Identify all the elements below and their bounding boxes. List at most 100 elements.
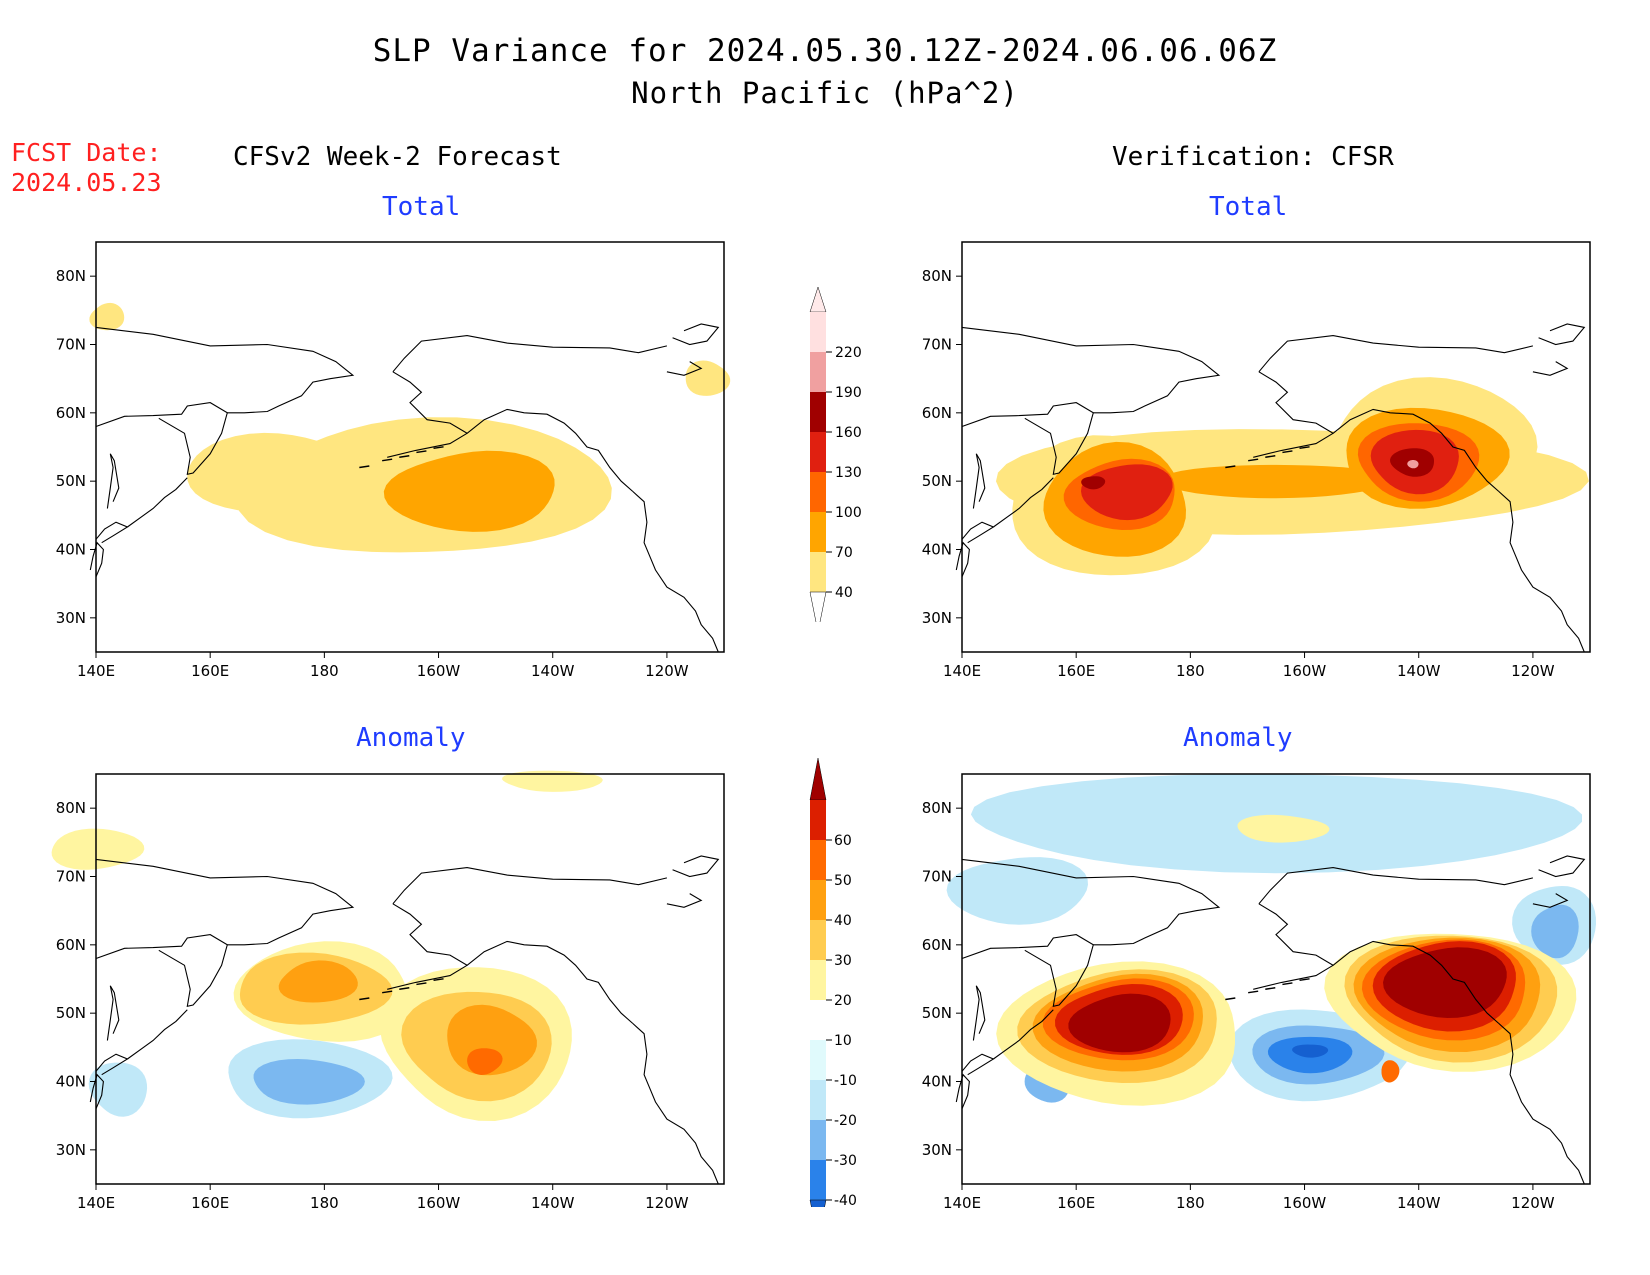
contour-neg-40 bbox=[1292, 1044, 1329, 1058]
coastline bbox=[1332, 940, 1500, 1024]
coastline bbox=[1532, 893, 1569, 908]
lon-tick-label: 160E bbox=[1057, 662, 1095, 680]
coastline bbox=[1253, 371, 1335, 458]
coastline bbox=[961, 521, 995, 544]
colorbar-swatch bbox=[810, 840, 826, 880]
bl-panel-label: Anomaly bbox=[356, 723, 466, 753]
map-svg: 80N 70N 60N 50N 40N 30N 140E 160E 180 160W 140W 120… bbox=[56, 241, 731, 680]
coastline bbox=[1498, 490, 1585, 653]
coastline bbox=[961, 1053, 995, 1076]
lon-tick-label: 140E bbox=[77, 1194, 115, 1212]
island bbox=[1265, 987, 1276, 990]
island bbox=[1225, 997, 1236, 1001]
coastline bbox=[993, 477, 1054, 528]
coastline bbox=[961, 934, 1094, 1008]
contour-40-50 bbox=[1381, 1060, 1400, 1083]
contour-10-20 bbox=[502, 770, 603, 792]
colorbar-label: 130 bbox=[835, 465, 862, 481]
map-svg: 80N 70N 60N 50N 40N 30N 140E 160E 180 160W 140W 120… bbox=[922, 773, 1596, 1212]
colorbar-arrow-bottom bbox=[809, 1199, 827, 1207]
contour-130-160 bbox=[1081, 464, 1173, 521]
coastline bbox=[127, 1009, 188, 1060]
contour-10-20 bbox=[51, 828, 145, 870]
coastline bbox=[972, 453, 986, 509]
lat-tick-label: 80N bbox=[56, 267, 86, 285]
colorbar-swatch bbox=[810, 1160, 826, 1200]
tl-panel-label: Total bbox=[382, 192, 461, 222]
lat-tick-label: 80N bbox=[56, 799, 86, 817]
coastline bbox=[1258, 867, 1534, 905]
lat-tick-label: 80N bbox=[922, 799, 952, 817]
lon-tick-label: 140W bbox=[531, 1194, 575, 1212]
coastline bbox=[95, 326, 355, 414]
colorbar-label: 10 bbox=[834, 1033, 852, 1049]
map-svg: 80N 70N 60N 50N 40N 30N 140E 160E 180 160W 140W 120… bbox=[922, 241, 1591, 680]
island bbox=[382, 458, 393, 462]
colorbar-swatch bbox=[810, 432, 826, 472]
colorbar-swatch bbox=[810, 1120, 826, 1160]
left-column-title: CFSv2 Week-2 Forecast bbox=[233, 142, 562, 172]
lon-tick-label: 120W bbox=[645, 1194, 689, 1212]
island bbox=[1299, 978, 1310, 982]
lat-tick-label: 50N bbox=[922, 472, 952, 490]
island bbox=[1265, 455, 1276, 458]
lon-tick-label: 160E bbox=[191, 1194, 229, 1212]
page-subtitle: North Pacific (hPa^2) bbox=[631, 76, 1019, 110]
lat-tick-label: 50N bbox=[56, 472, 86, 490]
island bbox=[433, 446, 444, 450]
lon-tick-label: 120W bbox=[1511, 662, 1555, 680]
colorbar-arrow-top bbox=[809, 286, 827, 313]
coastline bbox=[1258, 335, 1534, 373]
island bbox=[399, 987, 410, 990]
coastline bbox=[672, 855, 720, 878]
contour-40-70 bbox=[187, 432, 378, 513]
island bbox=[1248, 458, 1259, 462]
island bbox=[1248, 990, 1259, 994]
coastline bbox=[1538, 855, 1586, 878]
lon-tick-label: 180 bbox=[1176, 1194, 1205, 1212]
contour-30-40 bbox=[278, 960, 358, 1003]
colorbar-swatch bbox=[810, 880, 826, 920]
lat-tick-label: 70N bbox=[922, 868, 952, 886]
coastline bbox=[955, 1073, 970, 1110]
lon-tick-label: 140E bbox=[943, 662, 981, 680]
contour-neg-10 bbox=[946, 857, 1088, 925]
lon-tick-label: 120W bbox=[1511, 1194, 1555, 1212]
lon-tick-label: 160W bbox=[1283, 662, 1327, 680]
colorbar-swatch bbox=[810, 800, 826, 840]
coastline bbox=[961, 858, 1221, 946]
colorbar-swatch bbox=[810, 1080, 826, 1120]
colorbar-swatch bbox=[810, 1000, 826, 1040]
coastline bbox=[95, 858, 355, 946]
forecast-date-label: FCST Date: bbox=[11, 138, 162, 167]
coastline bbox=[1538, 323, 1586, 346]
lon-tick-label: 180 bbox=[1176, 662, 1205, 680]
lon-tick-label: 160W bbox=[1283, 1194, 1327, 1212]
colorbar-swatch bbox=[810, 1040, 826, 1080]
island bbox=[382, 990, 393, 994]
map-panel-forecast-total: 80N 70N 60N 50N 40N 30N 140E 160E 180 160W 140W 120… bbox=[56, 241, 731, 680]
lat-tick-label: 30N bbox=[56, 1141, 86, 1159]
map-panel-forecast-anomaly: 80N 70N 60N 50N 40N 30N 140E 160E 180 160W 140W 120… bbox=[51, 770, 726, 1212]
lat-tick-label: 70N bbox=[56, 336, 86, 354]
coastline bbox=[972, 985, 986, 1041]
island bbox=[399, 455, 410, 458]
island bbox=[359, 997, 370, 1001]
lon-tick-label: 140W bbox=[531, 662, 575, 680]
coastline bbox=[1332, 408, 1500, 492]
contour-40-70 bbox=[89, 302, 125, 331]
lat-tick-label: 60N bbox=[922, 936, 952, 954]
coastline bbox=[672, 323, 720, 346]
colorbar-label: 40 bbox=[835, 585, 853, 601]
coastline bbox=[392, 867, 668, 905]
coastline bbox=[95, 402, 228, 476]
coastline bbox=[106, 453, 120, 509]
map-frame bbox=[961, 241, 1591, 653]
colorbar-label: 70 bbox=[835, 545, 853, 561]
coastline bbox=[961, 402, 1094, 476]
colorbar-label: 220 bbox=[835, 345, 862, 361]
colorbar-label: -10 bbox=[834, 1073, 857, 1089]
contour-40-50 bbox=[467, 1048, 503, 1075]
lon-tick-label: 160W bbox=[417, 1194, 461, 1212]
map-panel-verification-total: 80N 70N 60N 50N 40N 30N 140E 160E 180 160W 140W 120… bbox=[922, 241, 1592, 680]
